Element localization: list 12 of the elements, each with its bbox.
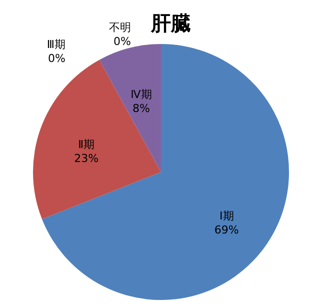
text: 0% — [48, 52, 66, 65]
slice-label: Ⅱ期 — [78, 138, 95, 152]
slice-label: Ⅰ期 — [220, 210, 234, 223]
category-label: 不明 — [109, 21, 131, 34]
data-label: 69% — [214, 224, 239, 237]
pie-slice — [99, 44, 161, 172]
category-label: Ⅲ期 — [46, 38, 66, 51]
data-label: 8% — [132, 102, 150, 116]
slice-label: Ⅳ期 — [130, 88, 152, 102]
text: 0% — [114, 35, 131, 48]
data-label: 23% — [74, 152, 99, 166]
chart-title: 肝臓 — [150, 11, 191, 35]
